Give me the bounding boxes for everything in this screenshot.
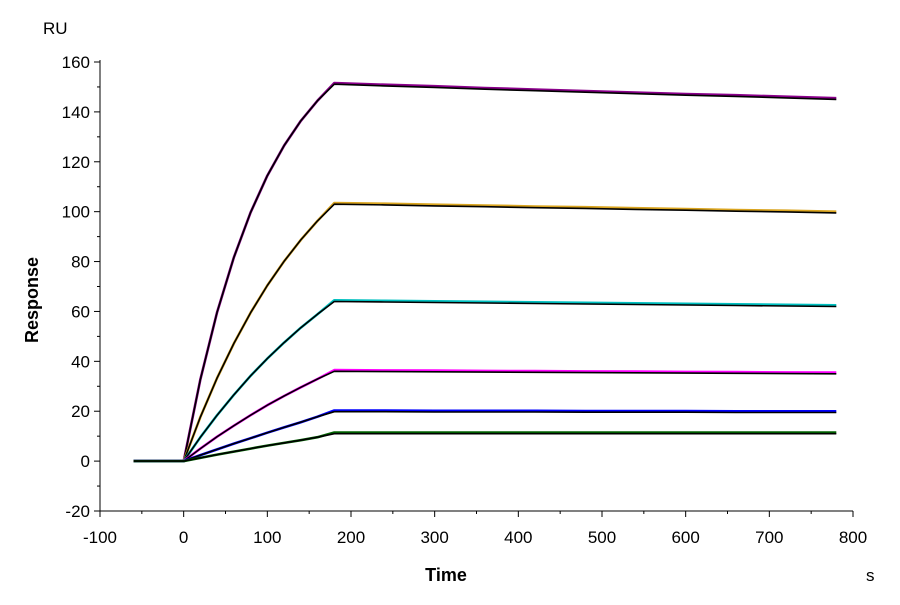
- y-tick-label: 60: [71, 302, 90, 321]
- y-unit-label: RU: [43, 19, 68, 38]
- fit-line-conc-2: [133, 203, 837, 462]
- y-tick-label: 120: [62, 153, 90, 172]
- y-tick-label: 140: [62, 103, 90, 122]
- y-tick-label: 160: [62, 53, 90, 72]
- x-tick-label: -100: [83, 528, 117, 547]
- x-tick-label: 0: [179, 528, 188, 547]
- x-tick-label: 600: [671, 528, 699, 547]
- x-tick-label: 400: [504, 528, 532, 547]
- data-line-conc-3: [133, 298, 837, 463]
- fit-line-conc-3: [133, 300, 837, 462]
- y-tick-label: 80: [71, 253, 90, 272]
- series-group: [133, 81, 837, 463]
- x-axis-title: Time: [425, 565, 467, 585]
- y-tick-label: 20: [71, 402, 90, 421]
- axes: -20 0 20 40 60 80 100 120 140 160 -100 0 100 200 300 40…: [62, 53, 868, 547]
- x-tick-label: 100: [253, 528, 281, 547]
- x-tick-label: 500: [588, 528, 616, 547]
- y-tick-label: 100: [62, 203, 90, 222]
- fit-line-conc-5: [133, 410, 837, 462]
- data-line-conc-4: [133, 368, 837, 463]
- x-tick-label: 700: [755, 528, 783, 547]
- y-tick-label: -20: [65, 502, 90, 521]
- x-tick-label: 300: [420, 528, 448, 547]
- data-line-conc-6: [133, 431, 837, 463]
- x-tick-label: 200: [337, 528, 365, 547]
- y-axis-title: Response: [22, 257, 42, 343]
- x-tick-label: 800: [839, 528, 867, 547]
- fit-line-conc-4: [133, 370, 837, 462]
- fit-line-conc-1: [133, 83, 837, 462]
- y-tick-label: 40: [71, 352, 90, 371]
- data-line-conc-5: [133, 409, 837, 463]
- fit-line-conc-6: [133, 432, 837, 462]
- data-line-conc-1: [133, 81, 837, 463]
- x-unit-label: s: [866, 566, 875, 585]
- y-tick-label: 0: [81, 452, 90, 471]
